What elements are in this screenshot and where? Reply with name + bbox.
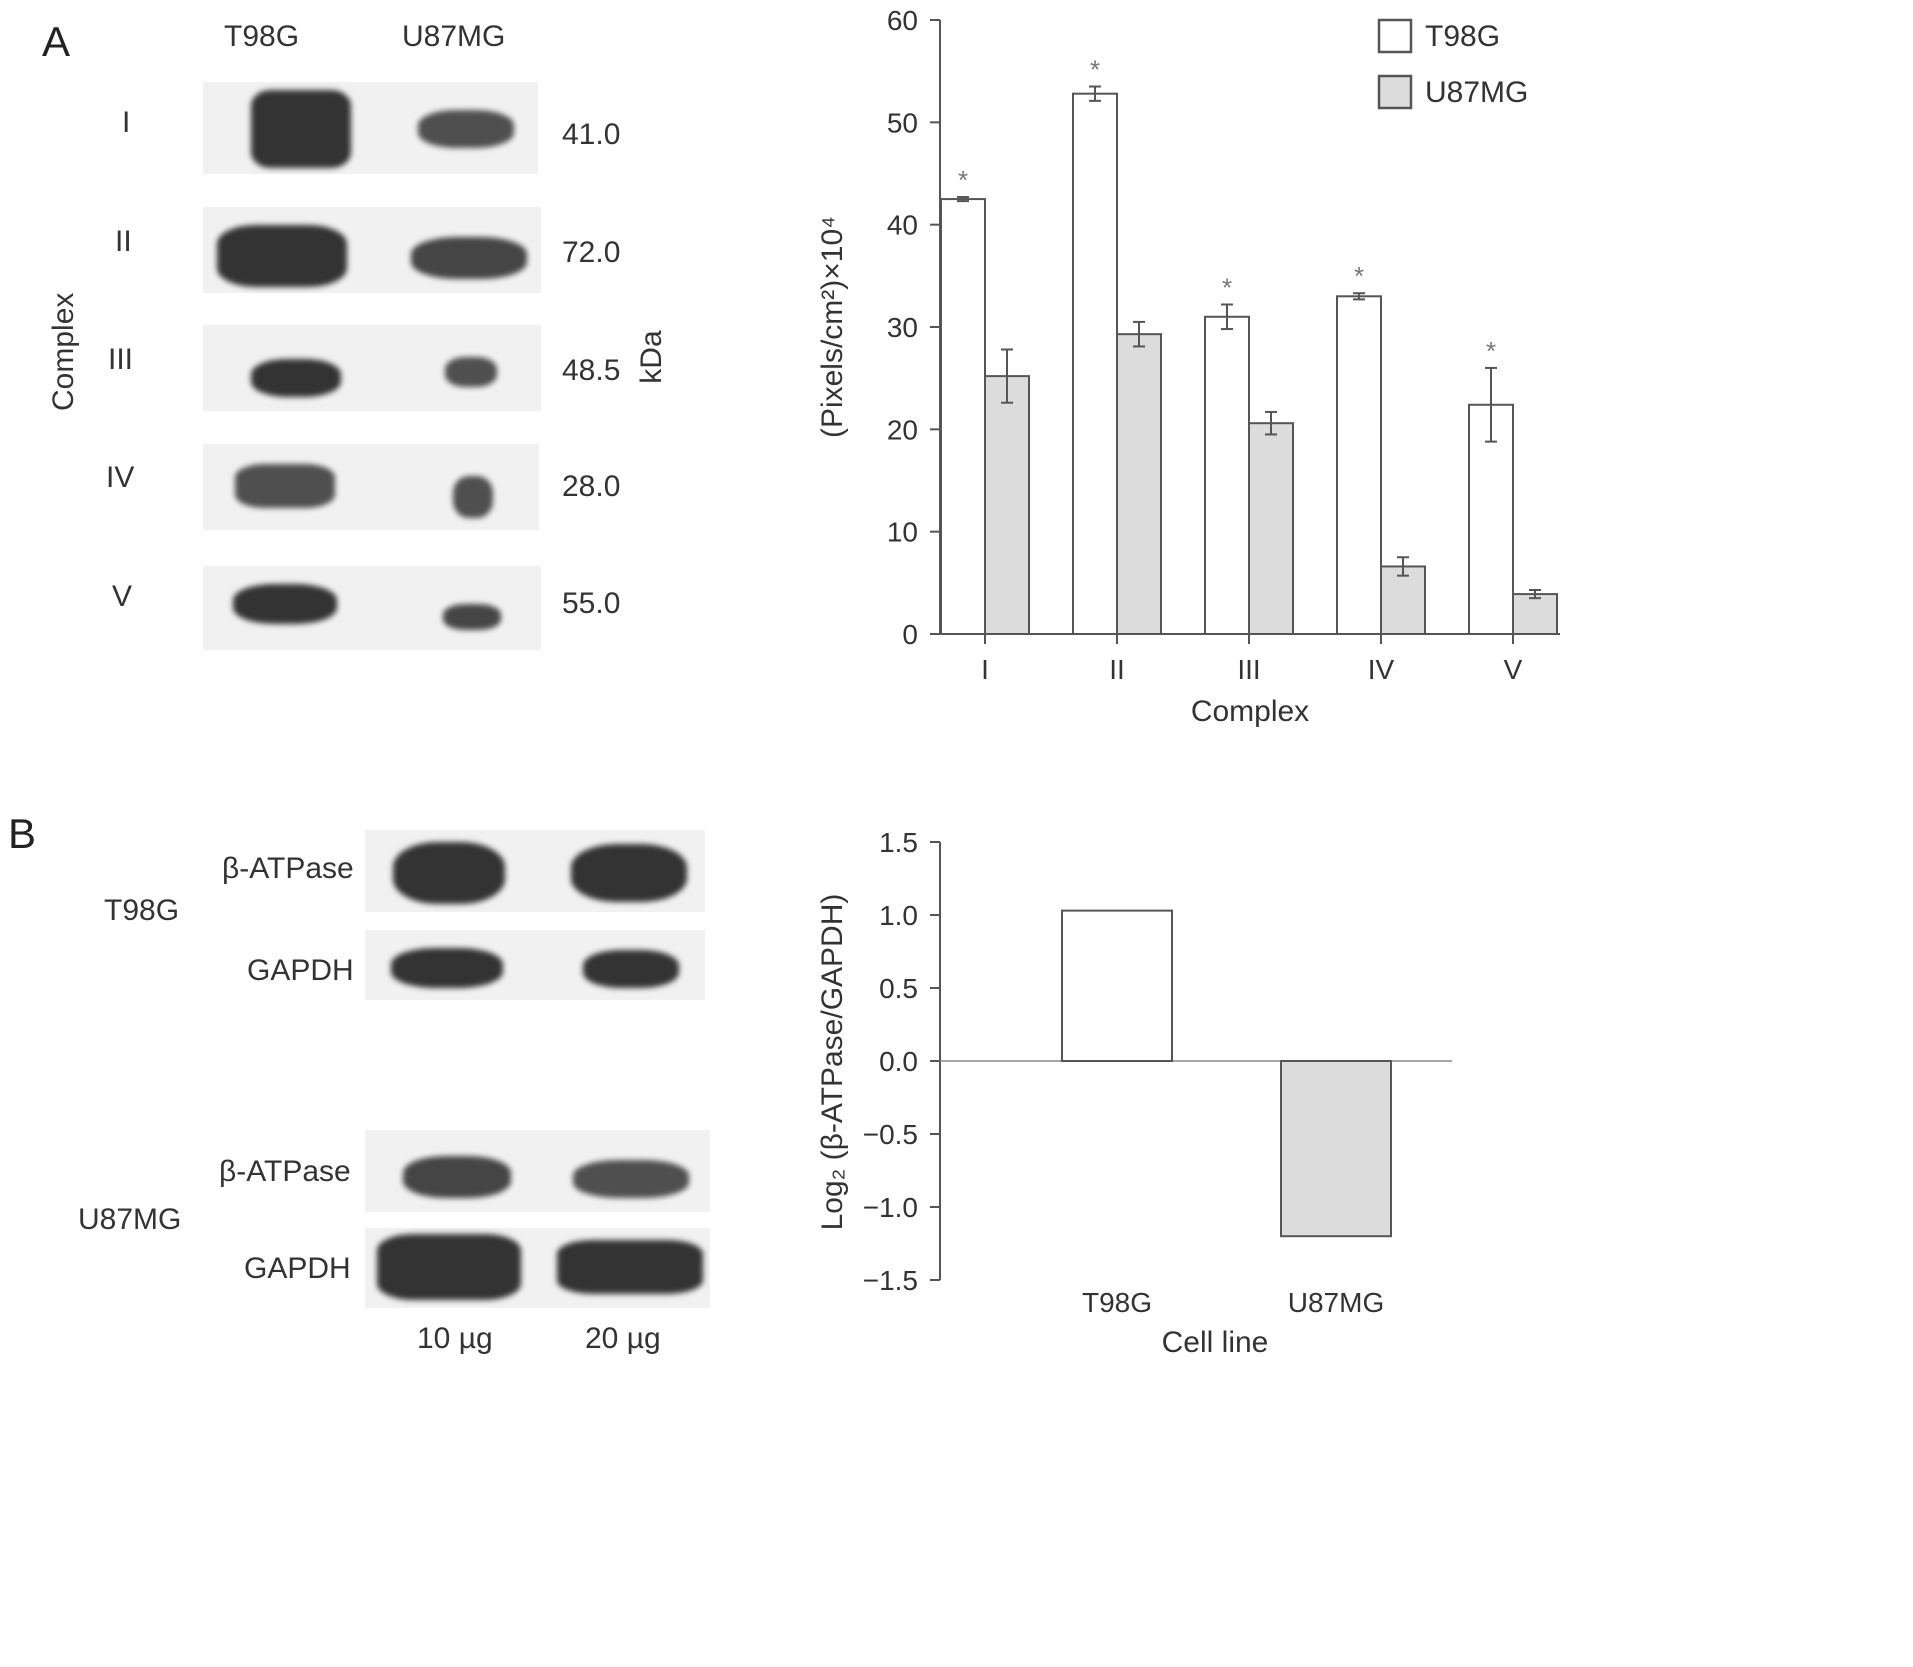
protein-band [251,90,351,168]
protein-band [443,604,501,630]
blot-strip [365,930,705,1000]
legend-label: T98G [1425,20,1500,53]
y-tick-label: 0.5 [879,973,918,1004]
blot-strip [203,207,541,293]
y-tick-label: 10 [887,517,918,548]
blot-b-amount: 10 µg [417,1322,493,1355]
y-tick-label: 20 [887,414,918,445]
blot-a-kda: 41.0 [562,118,621,151]
atpase-ratio-bar-chart: 1.5 1.0 0.5 0.0 −0.5 −1.0 −1.5 T98G U87MG Cell li… [816,827,1452,1359]
blot-a-column-u87mg: U87MG [402,20,506,53]
protein-band [571,844,687,902]
y-tick-label: 0 [902,619,918,650]
x-tick-label: IV [1368,654,1395,685]
bar-u87mg [984,375,1030,635]
protein-band [445,357,497,387]
blot-a-row-label: IV [106,461,135,494]
blot-b-band-label: β-ATPase [222,852,354,885]
protein-band [453,476,493,518]
bar-t98g [1468,403,1514,636]
bar-t98g [1336,295,1382,635]
blot-a-kda: 72.0 [562,236,621,269]
blot-a-row-label: II [115,225,132,258]
x-tick-label: T98G [1082,1287,1152,1318]
x-axis-label: Cell line [1162,1326,1269,1359]
x-axis-label: Complex [1191,695,1309,728]
blot-b-band-label: GAPDH [244,1252,351,1285]
blot-b-cell-t98g: T98G [104,894,180,927]
y-tick-label: 1.5 [879,827,918,858]
y-axis-label: (Pixels/cm²)×10⁴ [816,216,849,438]
protein-band [573,1160,689,1198]
protein-band [235,464,335,508]
protein-band [557,1240,703,1294]
x-tick-label: U87MG [1288,1287,1384,1318]
y-axis-label: Log₂ (β-ATPase/GAPDH) [816,894,849,1231]
blot-a-row-label: III [108,343,134,376]
panel-label-a: A [42,18,71,65]
significance-marker: * [1354,261,1364,291]
y-tick-label: 0.0 [879,1046,918,1077]
blot-strip [203,82,538,174]
bar-t98g [1072,92,1118,636]
legend-swatch [1377,18,1413,54]
x-tick-label: III [1237,654,1260,685]
protein-band [233,584,337,624]
y-tick-label: 60 [887,5,918,36]
protein-band [403,1156,511,1198]
protein-band [217,225,347,287]
bar-u87mg [1280,1060,1392,1238]
bar-t98g [1204,315,1250,635]
protein-band [393,842,505,904]
significance-marker: * [1090,55,1100,85]
significance-marker: * [1486,336,1496,366]
blot-a-kda: 28.0 [562,470,621,503]
bar-u87mg [1116,333,1162,635]
blot-strip [365,1130,710,1212]
blot-strip [203,566,541,650]
y-tick-label: −0.5 [863,1119,918,1150]
significance-marker: * [958,165,968,195]
y-tick-label: −1.5 [863,1265,918,1296]
blot-b-band-label: β-ATPase [219,1155,351,1188]
protein-band [583,950,679,988]
protein-band [418,110,514,148]
blot-b-amount: 20 µg [585,1322,661,1355]
bar-t98g [940,198,986,635]
protein-band [251,359,341,397]
y-tick-label: 30 [887,312,918,343]
blot-b-cell-u87mg: U87MG [78,1203,182,1236]
protein-band [411,237,527,279]
protein-band [377,1234,521,1300]
bar-t98g [1061,909,1173,1063]
y-tick-label: −1.0 [863,1192,918,1223]
blot-a-kda: 55.0 [562,587,621,620]
blot-a-unit: kDa [635,330,668,384]
complex-bar-chart: 0 10 20 30 40 50 60 I * II * III * IV * V * Complex (Pixel… [816,5,1560,728]
blot-b-band-label: GAPDH [247,954,354,987]
bar-u87mg [1248,422,1294,635]
blot-strip [365,1228,710,1308]
y-tick-label: 40 [887,210,918,241]
blot-strip [203,325,541,411]
blot-a-row-label: V [112,580,133,613]
blot-a-ylabel: Complex [47,292,80,411]
blot-a-column-t98g: T98G [224,20,300,53]
legend-label: U87MG [1425,76,1528,109]
bar-u87mg [1512,593,1558,636]
x-tick-label: II [1109,654,1125,685]
significance-marker: * [1222,272,1232,302]
y-tick-label: 1.0 [879,900,918,931]
blot-a-row-label: I [122,106,131,139]
blot-a-kda: 48.5 [562,354,621,387]
y-tick-label: 50 [887,107,918,138]
protein-band [391,948,503,988]
panel-label-b: B [8,810,37,857]
legend-swatch [1377,74,1413,110]
x-tick-label: V [1504,654,1523,685]
x-tick-label: I [981,654,989,685]
blot-strip [365,830,705,912]
blot-strip [203,444,539,530]
